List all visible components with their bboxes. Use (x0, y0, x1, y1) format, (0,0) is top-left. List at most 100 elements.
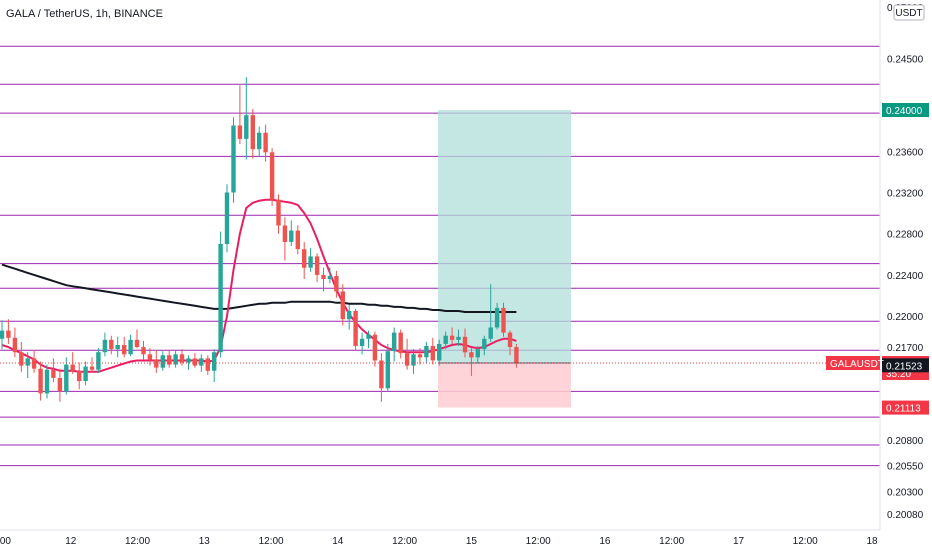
candle (205, 355, 210, 375)
candle (224, 184, 230, 253)
candle-body (51, 369, 56, 378)
target-price-badge[interactable]: 0.24000 (882, 103, 929, 117)
candle-body (282, 225, 288, 242)
candle-body (70, 364, 75, 371)
candle-body (83, 366, 88, 381)
time-tick-label: 12:00 (125, 536, 150, 547)
candle (179, 349, 185, 366)
candle (102, 332, 108, 357)
long-position-tool[interactable] (438, 110, 571, 408)
candle-body (276, 199, 281, 226)
stop-price-badge[interactable]: 0.21113 (882, 400, 929, 415)
candle (51, 358, 56, 383)
candle-body (424, 346, 429, 358)
price-tick-label: 0.23200 (887, 189, 924, 200)
candle-body (173, 354, 178, 365)
candle-body (109, 339, 114, 350)
candle-body (411, 354, 416, 366)
candle (0, 320, 5, 350)
price-tick-label: 0.20080 (887, 510, 924, 521)
candle-body (89, 366, 95, 370)
candle (353, 308, 358, 351)
candle (282, 217, 288, 261)
currency-label[interactable]: USDT (895, 8, 922, 19)
time-tick-label: 13 (199, 536, 211, 547)
candle-body (160, 355, 165, 368)
candle (122, 336, 127, 358)
candle-body (430, 346, 435, 361)
candle (308, 248, 313, 272)
candle-body (398, 332, 403, 354)
candle (494, 302, 500, 330)
candle (514, 344, 519, 368)
candle-body (456, 336, 461, 340)
crosshair-price-badge-bg[interactable] (882, 358, 929, 373)
price-axis[interactable]: 0.250000.245000.236000.232000.228000.224… (887, 3, 925, 521)
candle (109, 335, 114, 355)
time-axis[interactable]: :00 12 12:00 13 12:00 14 12:00 15 12:00 16 12:00 17… (0, 536, 878, 547)
candle (64, 357, 69, 395)
candle (77, 362, 82, 390)
candle (314, 253, 320, 283)
candle-body (347, 311, 352, 320)
candle (192, 353, 198, 368)
candle (475, 346, 480, 363)
candle (12, 327, 18, 358)
candle (347, 304, 352, 330)
currency-selector[interactable]: USDT (893, 4, 925, 21)
candle (141, 340, 146, 360)
target-price-badge-text[interactable]: 0.24000 (886, 106, 923, 117)
candle-body (404, 353, 410, 366)
candle (488, 284, 493, 342)
stop-price-badge-text[interactable]: 0.21113 (886, 404, 921, 415)
candle (83, 361, 88, 386)
candle-body (359, 338, 365, 346)
symbol-tag[interactable]: GALAUSDT (826, 356, 884, 370)
candle-body (372, 334, 378, 361)
candle-body (314, 256, 320, 275)
candle (186, 355, 191, 370)
candle-body (147, 354, 153, 360)
candle (424, 341, 429, 364)
time-tick-label: 14 (332, 536, 344, 547)
candle-body (257, 132, 262, 150)
time-tick-label: 12 (65, 536, 77, 547)
candle-body (379, 360, 384, 389)
candle (327, 267, 333, 284)
crosshair-price-badge-text[interactable]: 0.21523 (886, 361, 923, 372)
candle (411, 349, 416, 374)
candle (462, 328, 468, 358)
candle-body (96, 352, 101, 370)
price-tick-label: 0.22000 (887, 312, 924, 323)
candle (96, 348, 101, 373)
candle (340, 284, 345, 326)
candle (449, 327, 455, 344)
candle (89, 357, 95, 373)
time-tick-label: 12:00 (392, 536, 417, 547)
target-price-badge-bg[interactable] (882, 103, 929, 117)
currency-box[interactable] (893, 4, 925, 21)
candle-body (179, 354, 185, 363)
candle-body (295, 230, 300, 250)
symbol-tag-bg[interactable] (826, 356, 880, 370)
time-tick-label: 12:00 (659, 536, 684, 547)
candle-body (469, 352, 474, 358)
candle-body (19, 352, 24, 366)
candle (302, 242, 307, 279)
candle (212, 349, 217, 383)
stop-price-badge-bg[interactable] (882, 400, 929, 415)
candle (250, 109, 255, 159)
crosshair-price-badge[interactable]: 0.21523 (882, 358, 929, 373)
candle-body (327, 276, 333, 280)
candle (482, 335, 487, 356)
candle-body (186, 358, 191, 363)
candle (321, 267, 326, 292)
symbol-tag-text[interactable]: GALAUSDT (830, 359, 884, 370)
stop-loss-zone[interactable] (438, 363, 571, 408)
candle (404, 338, 410, 370)
candle (57, 368, 63, 402)
price-tick-label: 0.20550 (887, 462, 924, 473)
price-tick-label: 0.20800 (887, 436, 924, 447)
